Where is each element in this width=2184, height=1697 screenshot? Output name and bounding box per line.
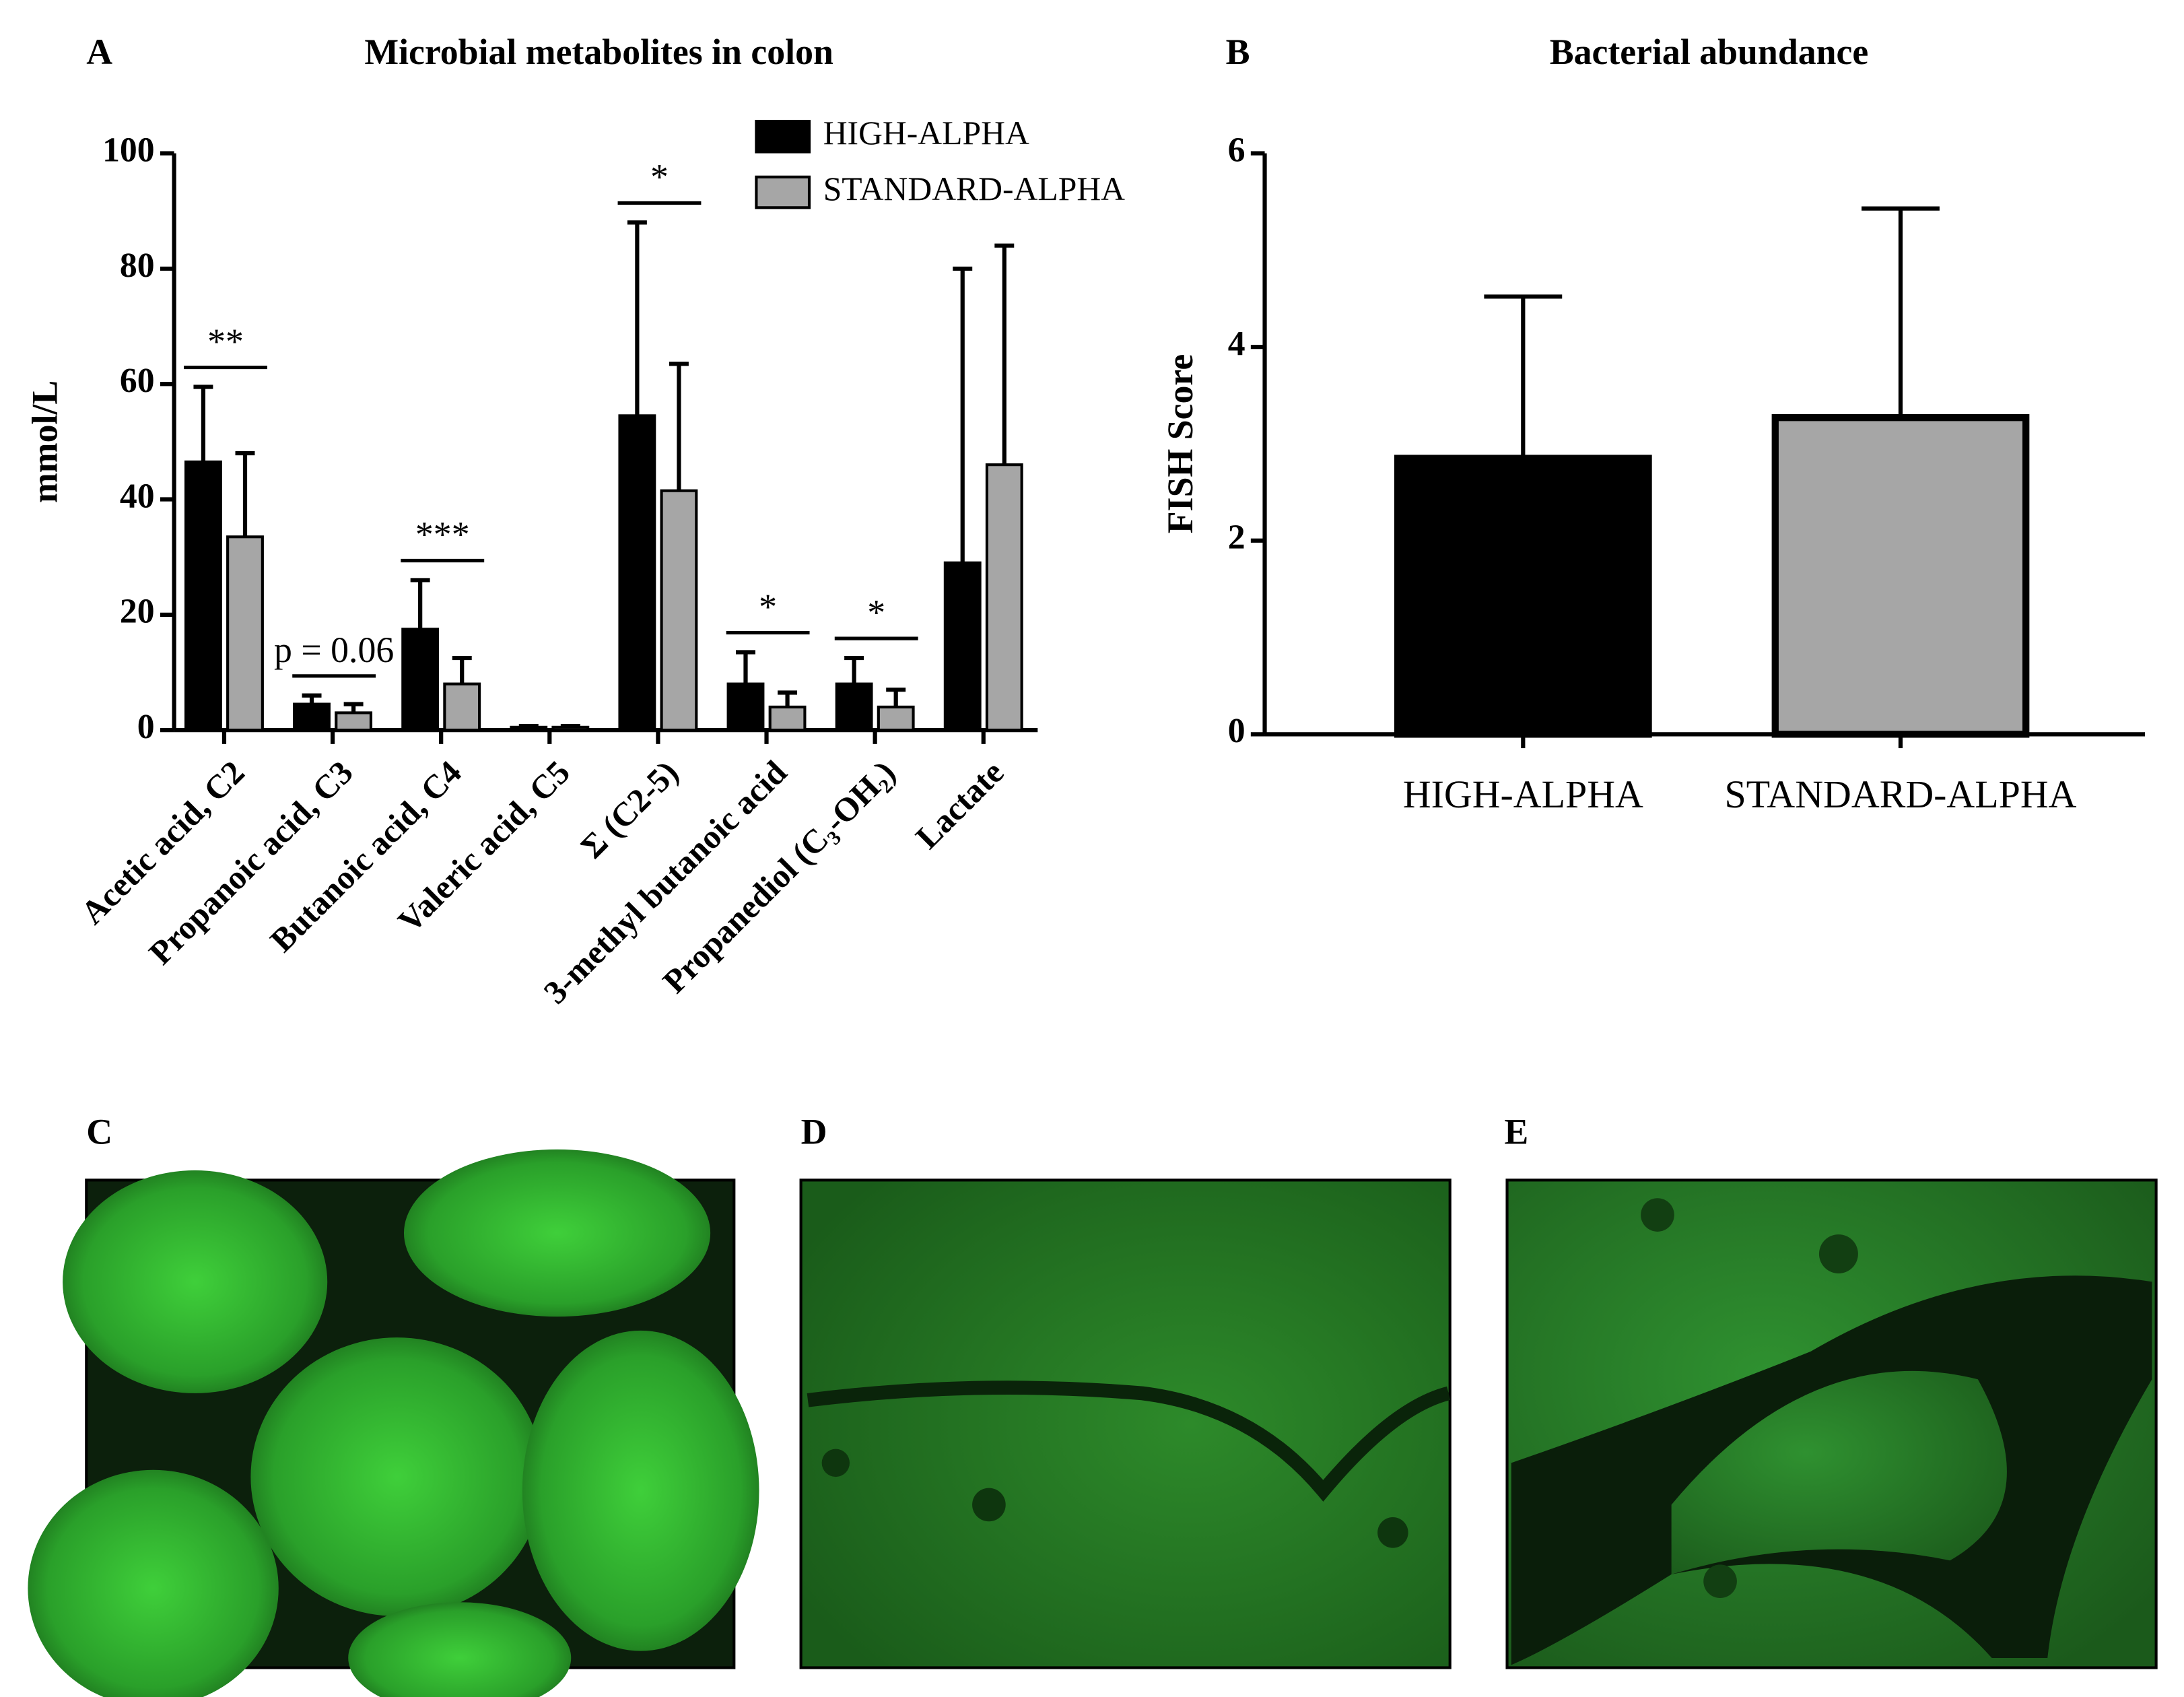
bar	[835, 682, 873, 732]
bar	[510, 725, 548, 732]
bar	[877, 705, 915, 732]
panel-label: E	[1504, 1112, 1528, 1152]
bar	[226, 535, 264, 732]
panel-label: A	[86, 32, 112, 72]
significance-label: *	[867, 592, 885, 632]
micrographs	[28, 1149, 2158, 1697]
goblet-cell	[1703, 1564, 1737, 1599]
y-tick-label: 0	[1228, 712, 1245, 750]
bar	[184, 460, 222, 732]
bar	[618, 414, 656, 732]
chart-title: Microbial metabolites in colon	[364, 32, 833, 72]
x-tick-label: STANDARD-ALPHA	[1724, 772, 2076, 816]
panel-label: B	[1226, 32, 1250, 72]
bar	[443, 682, 481, 732]
y-tick-label: 2	[1228, 519, 1245, 557]
crypt	[522, 1330, 759, 1651]
y-tick-label: 4	[1228, 325, 1245, 363]
goblet-cell	[821, 1449, 850, 1477]
y-tick-label: 20	[120, 593, 155, 631]
bar	[726, 682, 765, 732]
bar	[768, 705, 807, 732]
crypt	[403, 1149, 711, 1317]
crypt	[250, 1337, 543, 1616]
legend-swatch	[755, 119, 811, 154]
y-tick-label: 100	[102, 131, 155, 170]
y-axis-label: FISH Score	[1160, 354, 1200, 533]
goblet-cell	[1641, 1198, 1674, 1232]
y-tick-label: 6	[1228, 131, 1245, 170]
significance-label: **	[207, 321, 244, 362]
goblet-cell	[972, 1488, 1006, 1522]
bar	[293, 702, 331, 732]
y-tick-label: 60	[120, 362, 155, 400]
panel-label: C	[86, 1112, 112, 1152]
significance-label: *	[650, 157, 669, 197]
y-tick-label: 40	[120, 477, 155, 515]
bar	[985, 463, 1023, 732]
legend-swatch	[755, 175, 811, 209]
bar	[401, 628, 440, 732]
y-axis-label: mmol/L	[25, 380, 65, 503]
x-tick-label: Propanoic acid, C3	[142, 754, 360, 972]
lumen	[807, 1380, 1451, 1502]
legend-label: HIGH-ALPHA	[823, 114, 1029, 152]
bar	[943, 561, 982, 732]
crypt	[63, 1170, 328, 1393]
x-tick-label: Lactate	[908, 754, 1011, 856]
y-tick-label: 80	[120, 246, 155, 285]
legend-label: STANDARD-ALPHA	[823, 170, 1125, 207]
crypt	[28, 1469, 279, 1697]
x-tick-label: Σ (C2-5)	[574, 754, 685, 865]
crypt	[1671, 1370, 2007, 1574]
x-tick-label: HIGH-ALPHA	[1403, 772, 1643, 816]
bar	[335, 711, 373, 732]
bar	[660, 489, 698, 732]
micrograph	[799, 1178, 1452, 1669]
bar	[551, 725, 590, 732]
chart-title: Bacterial abundance	[1550, 32, 1869, 72]
goblet-cell	[1818, 1234, 1858, 1274]
x-tick-label: Butanoic acid, C4	[263, 754, 469, 959]
y-tick-label: 0	[137, 708, 155, 746]
panel-label: D	[801, 1112, 827, 1152]
bar	[1771, 413, 2030, 738]
significance-label: *	[759, 587, 777, 627]
significance-label: ***	[415, 514, 470, 555]
crypt	[348, 1602, 572, 1697]
goblet-cell	[1377, 1517, 1408, 1548]
bar	[1394, 455, 1652, 738]
significance-label: p = 0.06	[274, 630, 394, 670]
